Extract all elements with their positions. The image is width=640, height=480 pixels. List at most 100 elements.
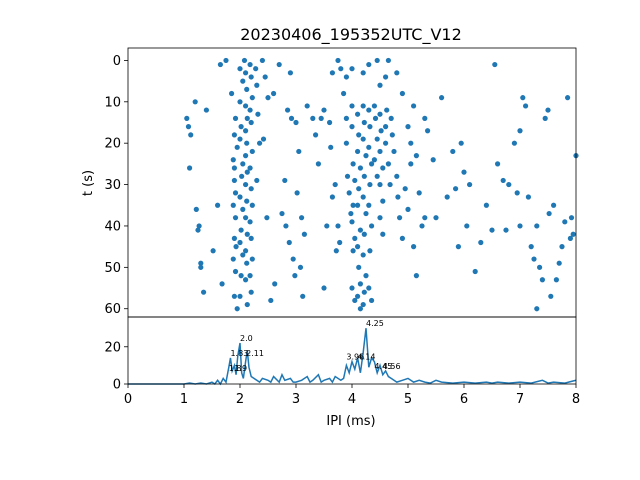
scatter-point [534,306,540,312]
scatter-point [247,107,253,113]
peak-label: 2.0 [240,334,253,343]
scatter-point [511,140,517,146]
scatter-point [248,289,254,295]
scatter-point [349,219,355,225]
scatter-point [374,57,380,64]
scatter-point [356,264,362,270]
scatter-point [343,140,349,146]
scatter-point [361,231,367,237]
scatter-point [217,61,223,68]
scatter-point [383,124,389,130]
scatter-point [517,223,523,229]
scatter-point [461,169,467,175]
scatter-point [272,281,278,287]
scatter-point [243,103,249,109]
scatter-point [185,124,192,130]
scatter-point [444,194,450,200]
scatter-point [253,66,259,72]
scatter-point [244,169,250,175]
scatter-point [559,244,565,250]
scatter-point [230,256,236,262]
y-tick-label: 20 [104,340,121,355]
scatter-point [243,128,249,134]
x-axis-label: IPI (ms) [326,414,375,429]
scatter-point [237,66,243,72]
histogram-axes: 2.01.832.111.91.84.254.143.964.564.45020… [104,316,580,407]
scatter-point [385,161,391,167]
scatter-point [238,227,244,233]
y-tick-label: 10 [104,95,121,110]
scatter-point [247,165,253,171]
scatter-point [247,219,253,225]
scatter-point [248,186,254,192]
x-tick-label: 0 [124,392,132,407]
scatter-point [192,99,198,105]
scatter-point [232,115,239,121]
scatter-point [223,57,229,64]
scatter-point [360,194,366,200]
scatter-point [349,285,355,291]
scatter-point [349,66,355,72]
scatter-point [231,235,237,241]
scatter-point [363,153,369,159]
scatter-point [355,293,361,299]
scatter-point [243,70,249,76]
scatter-point [294,190,300,196]
scatter-point [458,140,464,146]
scatter-point [408,161,414,167]
scatter-point [240,161,246,167]
scatter-point [310,115,316,121]
scatter-point [355,202,361,208]
scatter-point [495,161,501,167]
scatter-point [350,248,356,254]
scatter-point [389,132,395,138]
scatter-point [539,277,546,283]
scatter-point [247,61,253,68]
scatter-point [219,281,225,287]
scatter-point [285,107,291,113]
x-tick-label: 5 [404,392,412,407]
y-tick-label: 30 [104,178,121,193]
y-tick-label: 40 [104,219,121,234]
x-tick-label: 7 [516,392,524,407]
scatter-point [500,177,506,184]
scatter-point [355,244,361,250]
scatter-point [184,115,190,121]
scatter-point [255,111,261,117]
scatter-point [450,148,456,155]
scatter-point [356,132,362,138]
scatter-point [254,177,260,184]
scatter-point [506,181,512,188]
scatter-point [377,215,383,221]
scatter-point [361,173,367,179]
scatter-point [514,190,520,196]
scatter-point [321,107,327,113]
scatter-point [411,103,417,109]
scatter-point [422,215,428,221]
x-tick-label: 8 [572,392,580,407]
peak-label: 1.8 [229,364,242,373]
peak-label: 1.9 [234,364,247,373]
scatter-point [346,190,352,196]
scatter-point [203,107,209,113]
scatter-point [377,148,383,155]
scatter-point [244,115,250,121]
scatter-point [369,297,375,304]
scatter-point [282,177,288,184]
scatter-point [355,111,361,117]
scatter-point [551,202,557,208]
scatter-point [243,181,249,188]
scatter-point [371,103,377,109]
scatter-point [244,140,250,146]
scatter-point [233,244,239,250]
scatter-point [369,161,375,167]
scatter-point [352,177,358,184]
y-tick-label: 20 [104,137,121,152]
scatter-point [244,260,250,266]
scatter-point [254,82,260,88]
scatter-point [288,115,295,121]
scatter-point [232,190,239,196]
scatter-point [265,95,271,101]
scatter-point [425,128,431,134]
scatter-point [399,235,405,241]
